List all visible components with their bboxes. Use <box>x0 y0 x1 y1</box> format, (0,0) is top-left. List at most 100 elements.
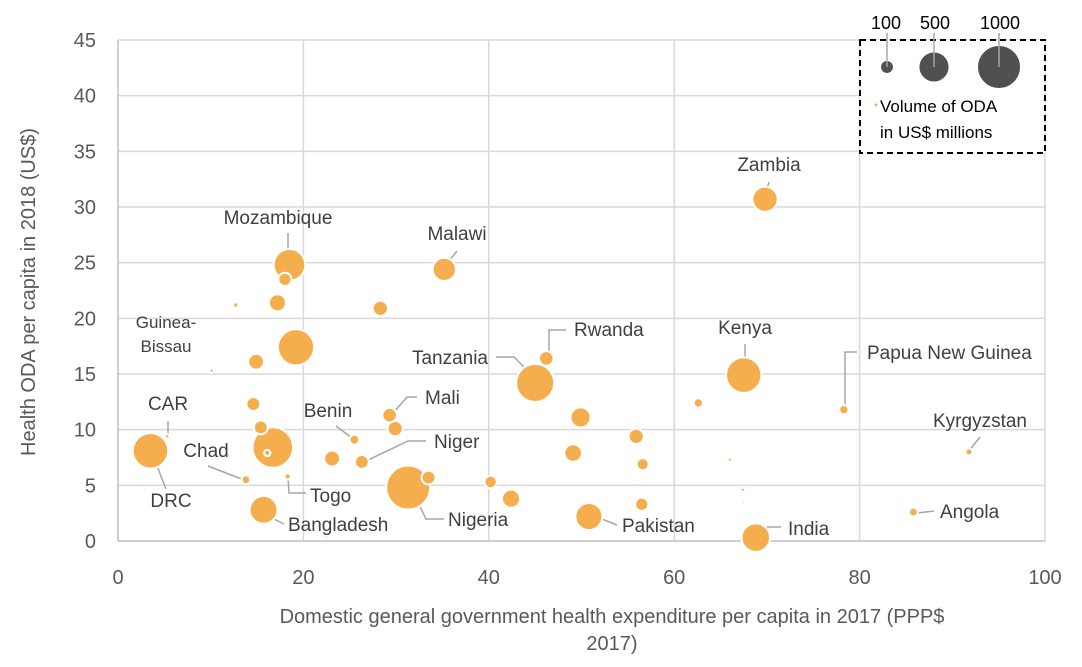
bubble-india <box>740 522 772 553</box>
label-rwanda: Rwanda <box>574 320 644 341</box>
bubble-angola <box>907 506 919 518</box>
x-tick-label: 60 <box>663 567 685 589</box>
bubble-zambia <box>751 185 779 213</box>
bubble-chad <box>240 474 252 486</box>
bubble-40 <box>634 496 650 512</box>
leader-papua-new-guinea <box>844 351 857 405</box>
bubble-drc <box>131 432 170 470</box>
bubble-nigeria <box>385 464 432 511</box>
tick-labels: 0 20 40 60 80 100 0 5 10 15 20 25 30 35 40 45 <box>74 30 1062 589</box>
bubble-41 <box>692 397 704 409</box>
label-chad: Chad <box>183 441 228 462</box>
bubble-22 <box>267 293 287 313</box>
leader-rwanda <box>548 329 566 354</box>
bubble-42 <box>726 456 734 463</box>
x-tick-label: 100 <box>1028 567 1061 589</box>
legend-sample-bubble <box>874 103 878 107</box>
legend-title-line-2: in US$ millions <box>880 123 992 142</box>
label-car: CAR <box>148 394 188 415</box>
bubble-26 <box>247 352 266 371</box>
y-tick-label: 5 <box>85 475 96 497</box>
label-bangladesh: Bangladesh <box>288 515 388 536</box>
bubble-bangladesh <box>248 494 279 525</box>
bubble-niger <box>353 453 370 470</box>
y-tick-label: 30 <box>74 197 96 219</box>
bubble-24 <box>232 301 240 309</box>
y-tick-label: 20 <box>74 308 96 330</box>
annotation-leader-lines <box>151 181 981 537</box>
bubble-39 <box>635 457 650 472</box>
bubble-kyrgyzstan <box>964 447 974 457</box>
bubble-papua-new-guinea <box>838 403 850 416</box>
label-guinea-bissau: Guinea-Bissau <box>136 313 196 356</box>
bubble-21 <box>276 328 316 367</box>
bubble-33 <box>420 469 437 486</box>
x-tick-label: 20 <box>292 567 314 589</box>
label-tanzania: Tanzania <box>412 348 488 369</box>
label-india: India <box>788 519 830 540</box>
bubble-34 <box>483 474 498 490</box>
legend-size-label-500: 500 <box>920 13 950 33</box>
label-malawi: Malawi <box>427 224 486 245</box>
y-axis-title: Health ODA per capita in 2018 (US$) <box>18 128 40 456</box>
legend-title-line-1: Volume of ODA <box>880 97 998 116</box>
country-labels: Mozambique Malawi Zambia Rwanda Kenya Tanzani… <box>136 155 1032 540</box>
y-tick-label: 25 <box>74 253 96 275</box>
bubble-rwanda <box>537 350 555 367</box>
bubble-guinea-bissau <box>208 367 215 374</box>
label-nigeria: Nigeria <box>448 510 509 531</box>
y-tick-label: 45 <box>74 30 96 52</box>
bubble-mali <box>381 406 398 424</box>
bubble-23 <box>277 271 293 287</box>
leader-angola <box>916 510 935 514</box>
bubble-45 <box>627 411 632 417</box>
bubble-28 <box>252 419 269 436</box>
label-mali: Mali <box>425 388 460 409</box>
y-tick-label: 35 <box>74 141 96 163</box>
label-kyrgyzstan: Kyrgyzstan <box>933 411 1027 432</box>
label-pakistan: Pakistan <box>622 516 695 537</box>
x-axis-title-line-2: 2017) <box>586 633 637 655</box>
label-benin: Benin <box>304 401 353 422</box>
bubble-25 <box>371 299 389 317</box>
bubble-36 <box>569 406 592 429</box>
bubble-pakistan <box>574 501 604 532</box>
bubble-35 <box>500 488 522 509</box>
x-axis-title-line-1: Domestic general government health expen… <box>280 606 945 628</box>
bubble-44 <box>741 499 747 505</box>
bubble-31 <box>323 449 342 468</box>
label-togo: Togo <box>310 486 351 507</box>
label-niger: Niger <box>434 432 480 453</box>
bubble-togo <box>283 472 292 481</box>
bubble-46 <box>324 535 330 541</box>
bubble-27 <box>245 396 262 413</box>
bubble-benin <box>348 433 361 446</box>
leader-togo <box>287 477 306 494</box>
bubble-37 <box>563 443 583 463</box>
legend-size-label-100: 100 <box>871 13 901 33</box>
label-drc: DRC <box>150 491 191 512</box>
x-tick-label: 80 <box>848 567 870 589</box>
bubble-38 <box>627 427 645 445</box>
label-zambia: Zambia <box>737 155 801 176</box>
x-tick-label: 0 <box>112 567 123 589</box>
bubbles <box>131 185 974 553</box>
label-papua-new-guinea: Papua New Guinea <box>867 343 1032 364</box>
bubble-car <box>163 433 171 440</box>
y-tick-label: 0 <box>85 531 96 553</box>
legend-size-label-1000: 1000 <box>980 13 1020 33</box>
label-mozambique: Mozambique <box>224 208 333 229</box>
bubble-kenya <box>724 356 763 394</box>
bubble-tanzania <box>515 362 556 403</box>
axes <box>117 40 1045 542</box>
legend: 100 500 1000 Volume of ODA in US$ millio… <box>859 13 1046 154</box>
y-tick-label: 10 <box>74 420 96 442</box>
bubble-malawi <box>431 256 457 282</box>
leader-chad <box>207 465 245 481</box>
leader-benin <box>335 425 353 439</box>
y-tick-label: 40 <box>74 86 96 108</box>
bubble-30 <box>263 448 272 458</box>
label-kenya: Kenya <box>718 318 772 339</box>
leader-niger <box>365 440 426 462</box>
